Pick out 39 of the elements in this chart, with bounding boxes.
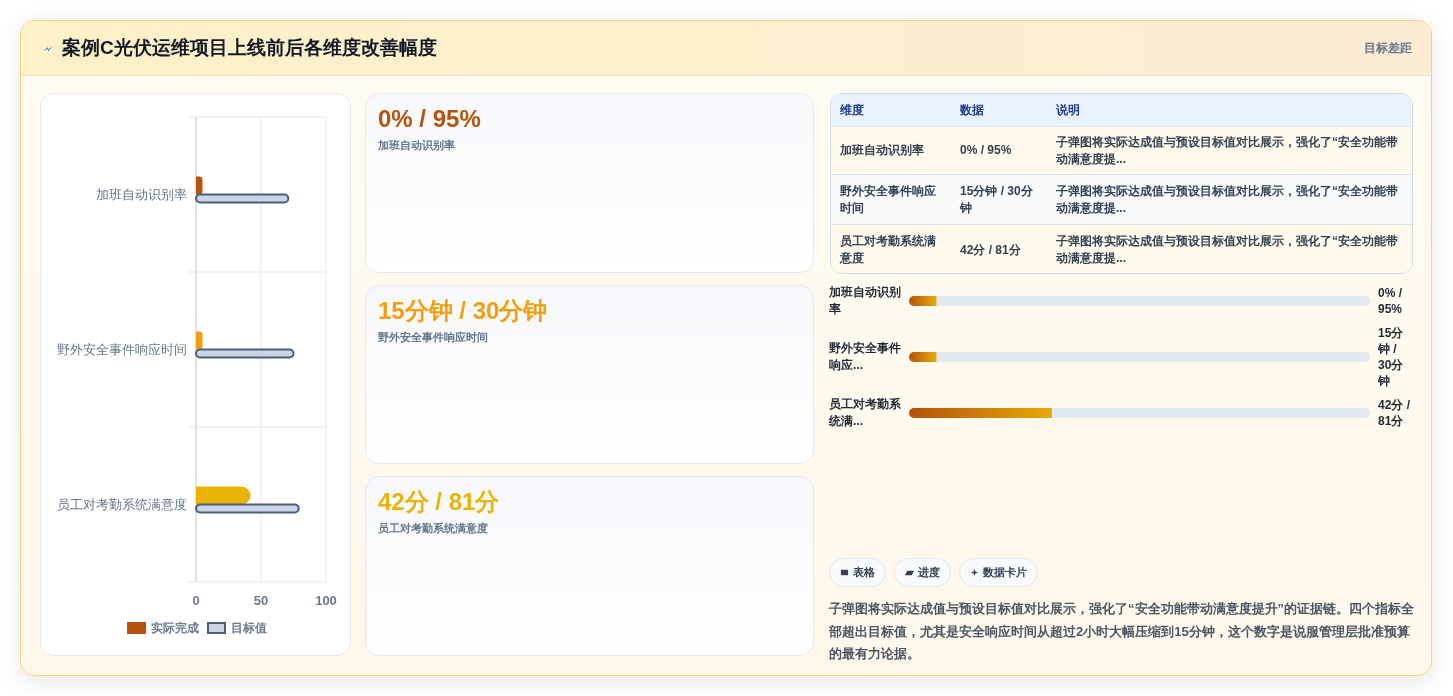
text: 进度 <box>918 565 940 580</box>
y-tick-label: 加班自动识别率 <box>96 186 187 203</box>
text: 0% / 95% <box>960 142 1012 159</box>
text: 42分 / 81分 <box>1378 397 1411 429</box>
y-tick-label: 员工对考勤系统满... <box>829 396 902 430</box>
x-tick-label: 50 <box>253 592 269 610</box>
y-tick-label: 野外安全事件响应... <box>829 340 902 374</box>
x-tick-label: 0 <box>192 592 200 610</box>
text: 员工对考勤系统满意度 <box>378 521 488 536</box>
text: 数据 <box>960 101 984 119</box>
text: 15分钟 / 30分钟 <box>378 295 548 326</box>
text: 表格 <box>853 565 875 580</box>
text: 数据卡片 <box>983 565 1027 580</box>
text: 子弹图将实际达成值与预设目标值对比展示，强化了“安全功能带动满意度提... <box>1056 133 1399 168</box>
legend-label: 实际完成 <box>150 619 199 637</box>
y-tick-label: 加班自动识别率 <box>829 284 902 318</box>
text: 0% / 95% <box>1378 285 1404 317</box>
bar <box>196 331 203 350</box>
text: 案例C光伏运维项目上线前后各维度改善幅度 <box>62 36 437 60</box>
y-tick-label: 野外安全事件响应时间 <box>57 341 187 358</box>
text: 0% / 95% <box>378 104 481 134</box>
text: 加班自动识别率 <box>840 142 924 159</box>
bar <box>196 486 251 505</box>
text: 42分 / 81分 <box>378 487 500 518</box>
text: 维度 <box>840 101 864 119</box>
text: 子弹图将实际达成值与预设目标值对比展示，强化了“安全功能带动满意度提... <box>1056 233 1399 267</box>
y-tick-label: 员工对考勤系统满意度 <box>57 496 187 513</box>
text: 说明 <box>1056 101 1080 119</box>
bar <box>196 176 203 195</box>
text: 子弹图将实际达成值与预设目标值对比展示，强化了“安全功能带动满意度提升”的证据链。四个指标全部超出目标值，尤其是安全响应时间从超过2小时大幅压缩到15分钟，这个数字是说服管理层批准预算的最有力论据。 <box>829 600 1415 663</box>
x-tick-label: 100 <box>315 592 337 610</box>
text: 42分 / 81分 <box>960 241 1021 259</box>
text: 野外安全事件响应时间 <box>378 329 488 344</box>
text: 子弹图将实际达成值与预设目标值对比展示，强化了“安全功能带动满意度提... <box>1056 182 1399 217</box>
text: 目标差距 <box>1364 39 1412 57</box>
text: 15分钟 / 30分钟 <box>1378 325 1405 389</box>
text: 15分钟 / 30分钟 <box>960 182 1034 217</box>
legend-label: 目标值 <box>230 619 267 637</box>
text: 加班自动识别率 <box>378 138 455 152</box>
